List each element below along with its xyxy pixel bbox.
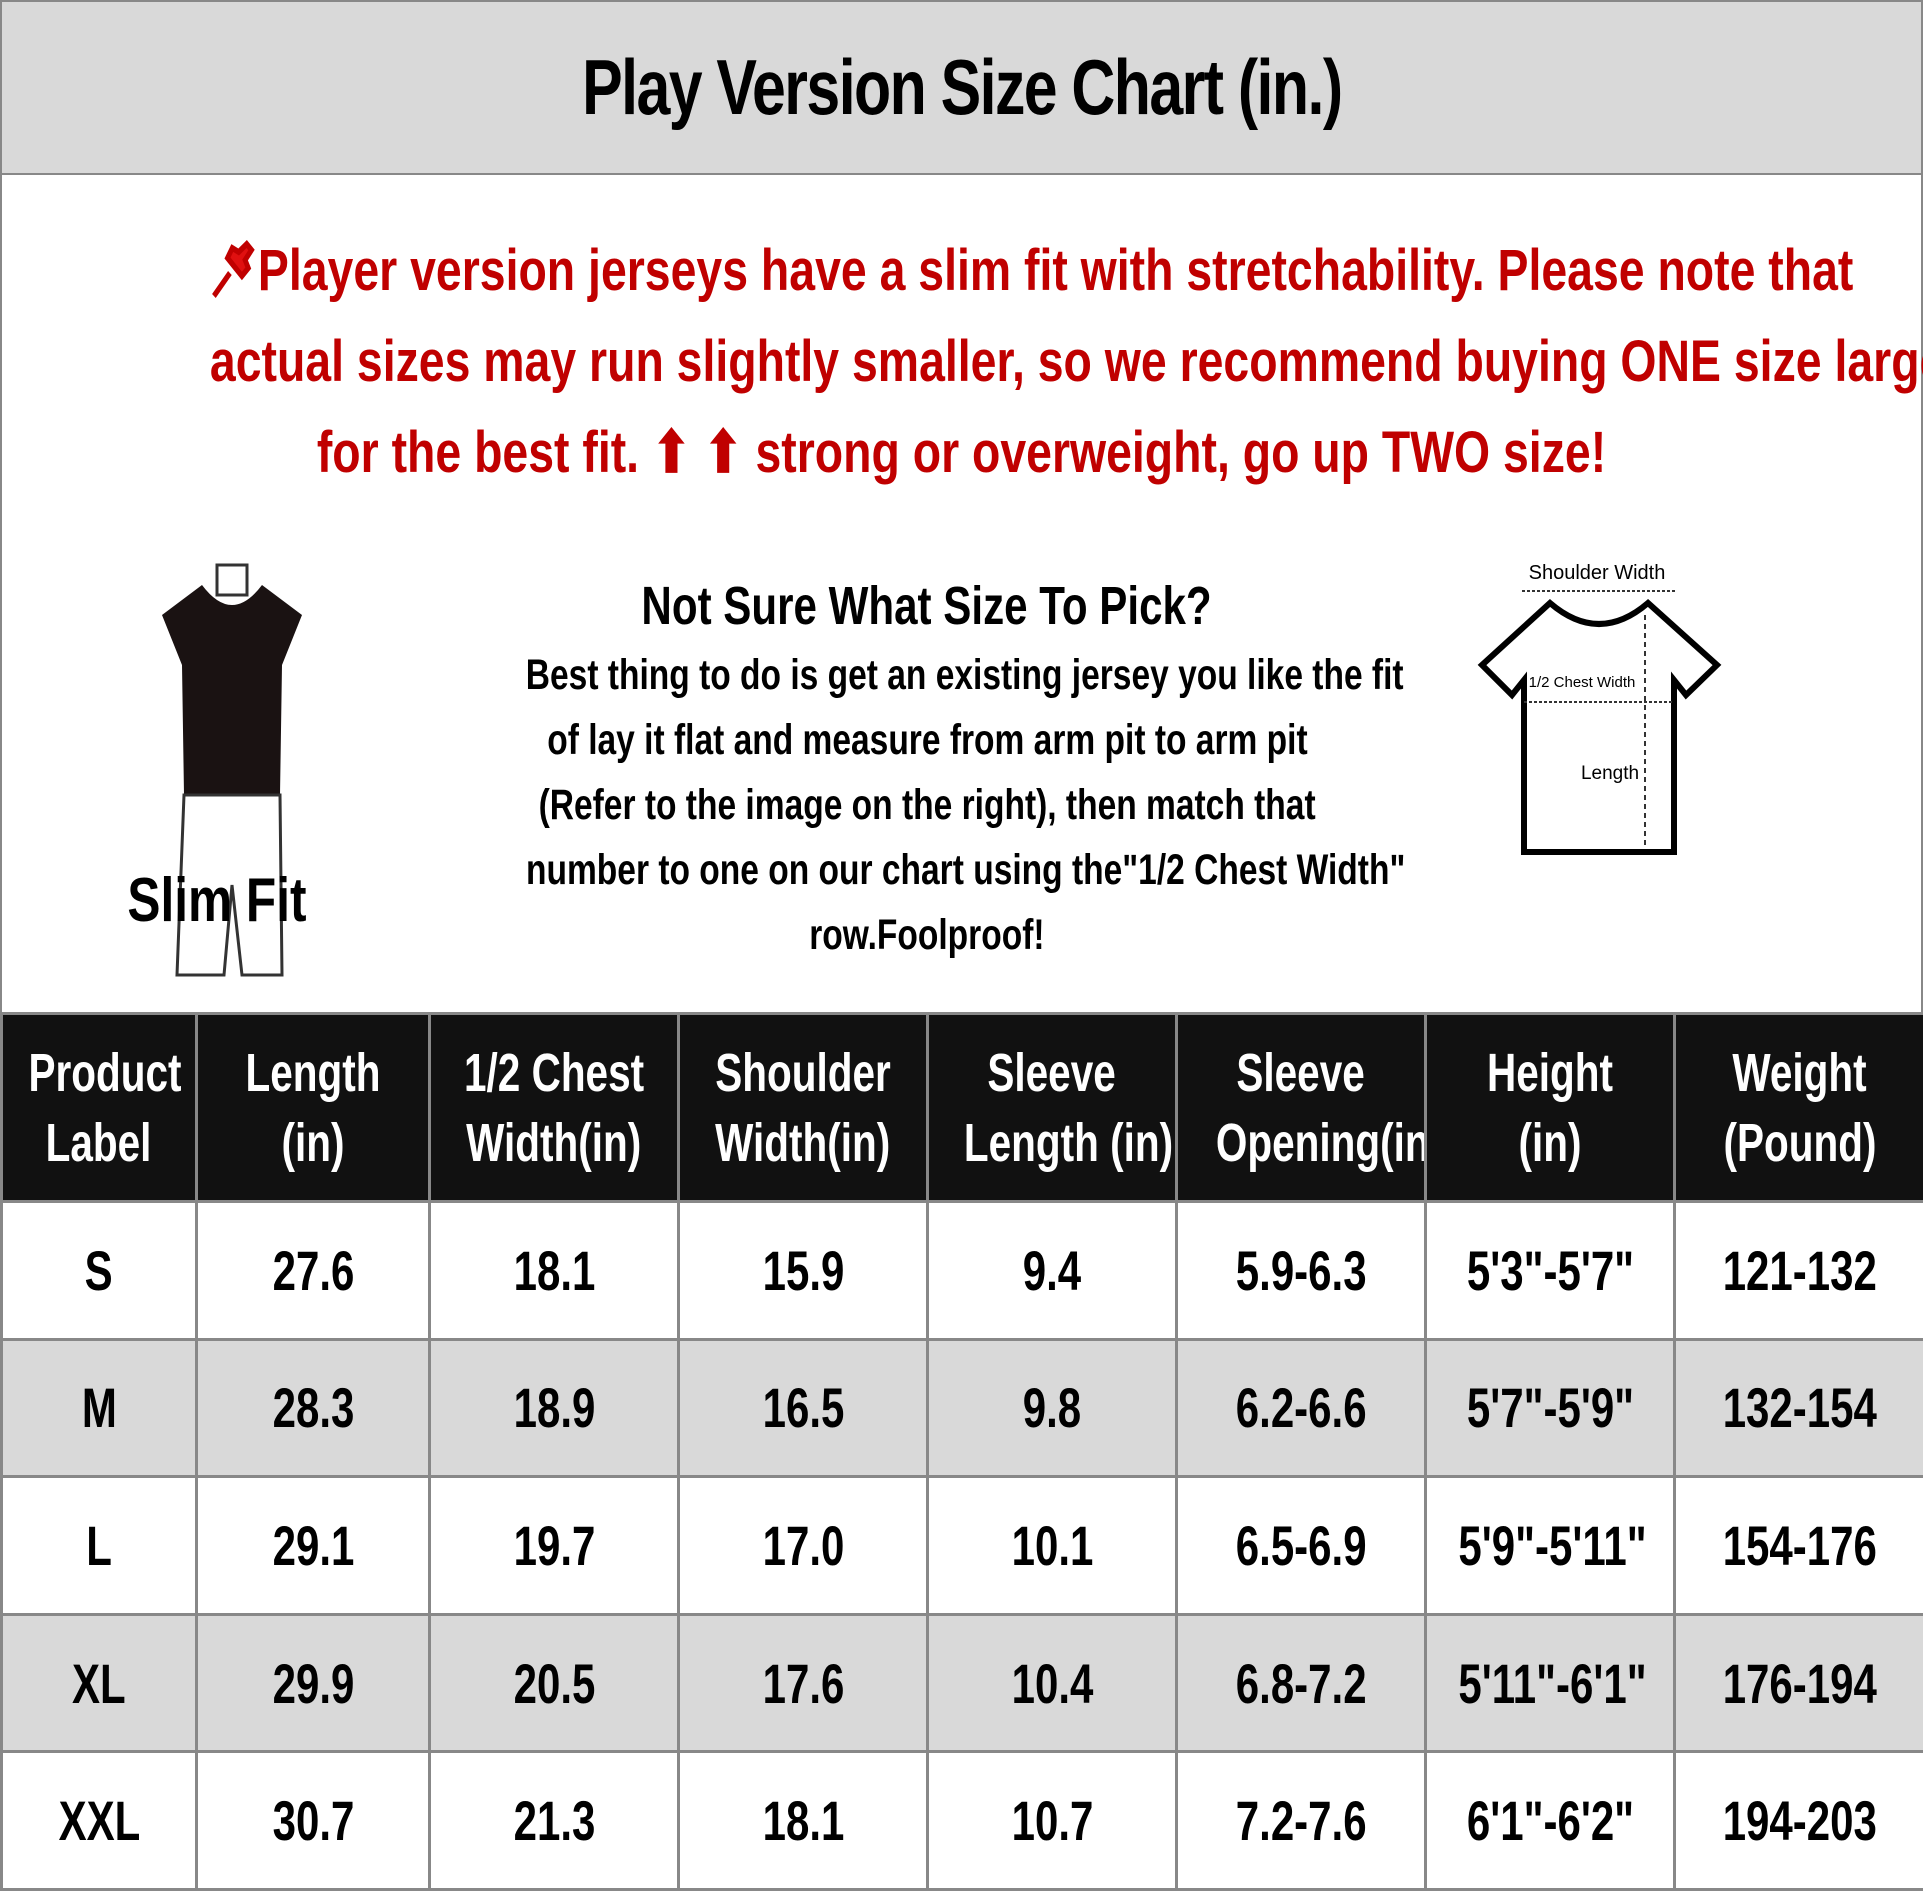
table-cell: 29.9 xyxy=(195,1612,431,1754)
table-cell: 5'3"-5'7" xyxy=(1424,1200,1676,1341)
column-header: Sleeve Length (in) xyxy=(926,1012,1178,1203)
table-cell: XL xyxy=(0,1612,198,1754)
column-header: 1/2 Chest Width(in) xyxy=(428,1012,680,1203)
slim-fit-label: Slim Fit xyxy=(127,866,307,935)
table-row: XL 29.9 20.5 17.6 10.4 6.8-7.2 5'11"-6'1" 176-1… xyxy=(0,1612,1923,1754)
shirt-measurement-diagram: Shoulder Width 1/2 Chest Width Length xyxy=(1477,562,1722,855)
table-cell: 121-132 xyxy=(1673,1200,1923,1341)
size-table: Product Label Length (in) 1/2 Chest Width(in)… xyxy=(0,1012,1923,1891)
column-header: Sleeve Opening(in) xyxy=(1175,1012,1427,1203)
table-cell: S xyxy=(0,1200,198,1341)
table-cell: 154-176 xyxy=(1673,1475,1923,1616)
table-row: XXL 30.7 21.3 18.1 10.7 7.2-7.6 6'1"-6'2" 194-2… xyxy=(0,1750,1923,1891)
table-cell: 18.9 xyxy=(428,1337,680,1479)
table-cell: 16.5 xyxy=(677,1337,929,1479)
table-cell: 6.5-6.9 xyxy=(1175,1475,1427,1616)
table-cell: 30.7 xyxy=(195,1750,431,1891)
page-title: Play Version Size Chart (in.) xyxy=(0,0,1923,175)
table-cell: 20.5 xyxy=(428,1612,680,1754)
table-row: S 27.6 18.1 15.9 9.4 5.9-6.3 5'3"-5'7" 121-132 xyxy=(0,1200,1923,1341)
table-cell: 27.6 xyxy=(195,1200,431,1341)
size-help: Not Sure What Size To Pick? Best thing t… xyxy=(402,575,1452,968)
table-cell: 5'11"-6'1" xyxy=(1424,1612,1676,1754)
table-row: M 28.3 18.9 16.5 9.8 6.2-6.6 5'7"-5'9" 132-154 xyxy=(0,1337,1923,1479)
pushpin-icon xyxy=(212,239,255,298)
table-cell: 29.1 xyxy=(195,1475,431,1616)
table-cell: 21.3 xyxy=(428,1750,680,1891)
table-cell: 5'7"-5'9" xyxy=(1424,1337,1676,1479)
table-cell: 9.8 xyxy=(926,1337,1178,1479)
table-cell: 15.9 xyxy=(677,1200,929,1341)
table-cell: 17.0 xyxy=(677,1475,929,1616)
table-cell: 6.2-6.6 xyxy=(1175,1337,1427,1479)
help-heading: Not Sure What Size To Pick? xyxy=(641,576,1213,636)
table-cell: 10.4 xyxy=(926,1612,1178,1754)
column-header: Length (in) xyxy=(195,1012,431,1203)
table-cell: 5.9-6.3 xyxy=(1175,1200,1427,1341)
column-header: Product Label xyxy=(0,1012,198,1203)
table-header-row: Product Label Length (in) 1/2 Chest Width(in)… xyxy=(0,1012,1923,1203)
table-cell: XXL xyxy=(0,1750,198,1891)
table-cell: L xyxy=(0,1475,198,1616)
info-section: Player version jerseys have a slim fit w… xyxy=(0,175,1923,1012)
fit-notice: Player version jerseys have a slim fit w… xyxy=(209,238,1923,485)
column-header: Shoulder Width(in) xyxy=(677,1012,929,1203)
table-cell: 6.8-7.2 xyxy=(1175,1612,1427,1754)
table-cell: 176-194 xyxy=(1673,1612,1923,1754)
table-cell: 7.2-7.6 xyxy=(1175,1750,1427,1891)
table-cell: 18.1 xyxy=(677,1750,929,1891)
chest-width-label: 1/2 Chest Width xyxy=(1529,674,1636,691)
table-cell: 10.1 xyxy=(926,1475,1178,1616)
column-header: Height (in) xyxy=(1424,1012,1676,1203)
table-cell: 194-203 xyxy=(1673,1750,1923,1891)
table-cell: 9.4 xyxy=(926,1200,1178,1341)
table-cell: M xyxy=(0,1337,198,1479)
column-header: Weight (Pound) xyxy=(1673,1012,1923,1203)
table-cell: 5'9"-5'11" xyxy=(1424,1475,1676,1616)
length-label: Length xyxy=(1581,763,1639,784)
slim-fit-mannequin-image xyxy=(162,563,302,977)
table-cell: 10.7 xyxy=(926,1750,1178,1891)
table-cell: 28.3 xyxy=(195,1337,431,1479)
shoulder-width-label: Shoulder Width xyxy=(1529,562,1666,584)
table-cell: 132-154 xyxy=(1673,1337,1923,1479)
table-cell: 17.6 xyxy=(677,1612,929,1754)
table-row: L 29.1 19.7 17.0 10.1 6.5-6.9 5'9"-5'11" 154-17… xyxy=(0,1475,1923,1616)
table-cell: 19.7 xyxy=(428,1475,680,1616)
table-cell: 6'1"-6'2" xyxy=(1424,1750,1676,1891)
table-cell: 18.1 xyxy=(428,1200,680,1341)
